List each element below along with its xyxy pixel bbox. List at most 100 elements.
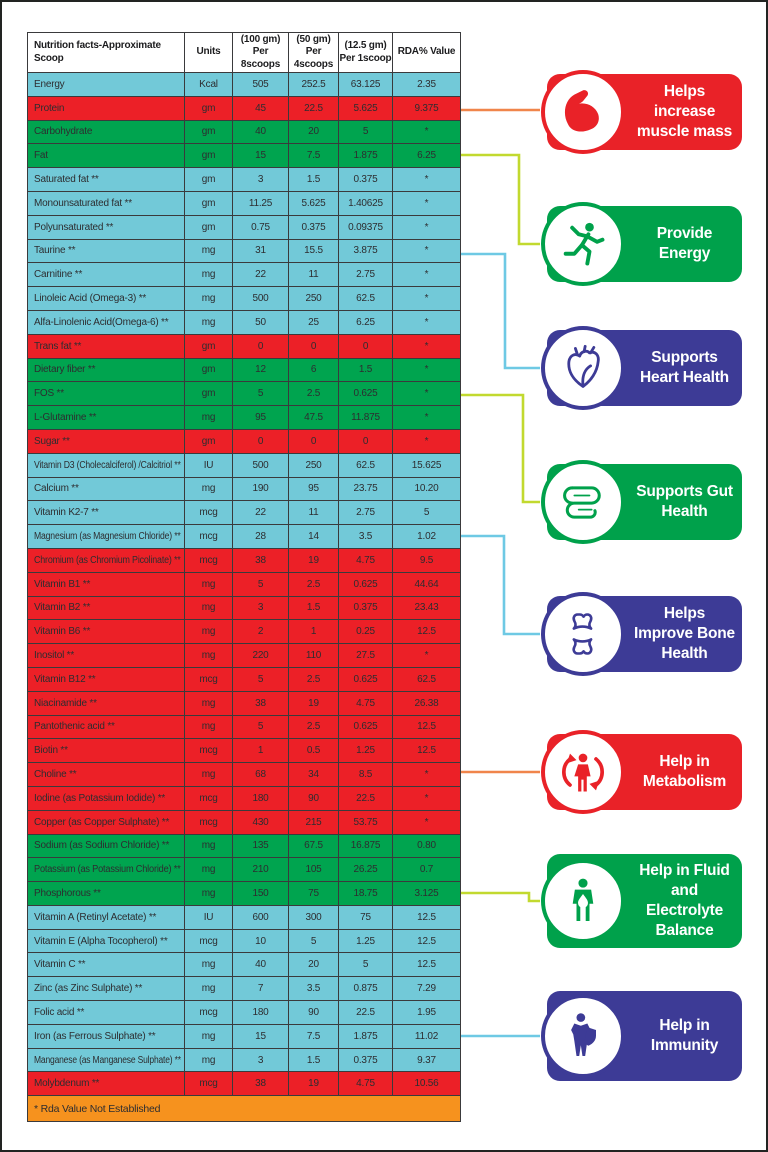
cell-v12: 1.875	[339, 144, 393, 168]
cell-rda: 12.5	[417, 959, 436, 971]
table-row: L-Glutamine ** mg 95 47.5 11.875 *	[28, 406, 460, 430]
cell-v100: 505	[233, 73, 289, 96]
cell-v12: 3.875	[339, 239, 393, 263]
table-row: Choline ** mg 68 34 8.5 *	[28, 763, 460, 787]
cell-rda: 23.43	[414, 602, 439, 614]
cell-v12: 4.75	[339, 1072, 393, 1096]
header-rda-value: RDA% Value	[397, 46, 456, 58]
table-row: Molybdenum ** mcg 38 19 4.75 10.56	[28, 1072, 460, 1097]
cell-name: FOS **	[28, 382, 185, 406]
table-row: Carnitine ** mg 22 11 2.75 *	[28, 263, 460, 288]
cell-v50: 11	[289, 501, 339, 525]
cell-unit: gm	[185, 168, 233, 191]
cell-v50: 15.5	[289, 239, 339, 263]
cell-v12: 0.375	[339, 1048, 393, 1072]
intestines-icon	[541, 460, 625, 544]
cell-name: Monounsaturated fat **	[28, 191, 185, 215]
cell-unit: mcg	[185, 667, 233, 691]
cell-unit: mcg	[185, 501, 233, 525]
cell-unit: Kcal	[185, 73, 233, 96]
cell-v100: 11.25	[233, 191, 289, 215]
table-row: Zinc (as Zinc Sulphate) ** mg 7 3.5 0.875 7.2…	[28, 977, 460, 1002]
cell-name: Dietary fiber **	[28, 358, 185, 382]
cell-v12: 0	[339, 429, 393, 453]
cell-v12: 1.5	[339, 358, 393, 382]
table-header-row: Nutrition facts-Approximate Scoop Units …	[28, 33, 460, 73]
cell-v50: 90	[289, 786, 339, 810]
cell-name: Vitamin B1 **	[28, 572, 185, 596]
cell-v50: 1.5	[289, 1048, 339, 1072]
table-row: Protein gm 45 22.5 5.625 9.375	[28, 96, 460, 121]
header-units: Units	[185, 33, 233, 72]
heart-icon	[541, 326, 625, 410]
runner-icon	[541, 202, 625, 286]
badge-label: Provide Energy	[656, 225, 713, 262]
cell-unit: mg	[185, 644, 233, 667]
table-row: Vitamin B12 ** mcg 5 2.5 0.625 62.5	[28, 667, 460, 692]
benefit-badge: Helps increase muscle mass	[541, 70, 742, 154]
metabolism-icon	[541, 730, 625, 814]
cell-name: Vitamin C **	[28, 953, 185, 977]
table-row: Iodine (as Potassium Iodide) ** mcg 180 90 2…	[28, 786, 460, 811]
cell-unit: mg	[185, 310, 233, 334]
cell-v100: 0	[233, 429, 289, 453]
cell-v50: 47.5	[289, 406, 339, 429]
cell-v50: 0.375	[289, 215, 339, 239]
cell-name: Folic acid **	[28, 1001, 185, 1024]
cell-v100: 190	[233, 477, 289, 501]
cell-v50: 11	[289, 263, 339, 287]
benefit-badge: Provide Energy	[541, 202, 742, 286]
cell-v50: 1.5	[289, 596, 339, 620]
cell-name: Niacinamide **	[28, 691, 185, 715]
table-row: Manganese (as Manganese Sulphate) ** mg 3 1…	[28, 1048, 460, 1073]
badge-label: Help in Metabolism	[642, 753, 727, 790]
cell-v12: 2.75	[339, 501, 393, 525]
table-row: Copper (as Copper Sulphate) ** mcg 430 215 5…	[28, 810, 460, 835]
table-row: Fat gm 15 7.5 1.875 6.25	[28, 144, 460, 169]
cell-v12: 0.625	[339, 667, 393, 691]
cell-v12: 0.375	[339, 168, 393, 191]
badge-label: Help in Fluid and Electrolyte Balance	[639, 862, 730, 939]
cell-name: Saturated fat **	[28, 168, 185, 191]
cell-name: Iron (as Ferrous Sulphate) **	[28, 1024, 185, 1048]
cell-name: Sugar **	[28, 429, 185, 453]
cell-v50: 2.5	[289, 572, 339, 596]
cell-name: Fat	[28, 144, 185, 168]
cell-rda: 12.5	[417, 911, 436, 923]
cell-name: Biotin **	[28, 739, 185, 763]
hydration-body-icon	[541, 859, 625, 943]
cell-rda: *	[424, 245, 429, 257]
cell-v12: 6.25	[339, 310, 393, 334]
table-row: Vitamin B1 ** mg 5 2.5 0.625 44.64	[28, 572, 460, 597]
nutrition-facts-table: Nutrition facts-Approximate Scoop Units …	[27, 32, 461, 1123]
cell-rda: 6.25	[417, 150, 436, 162]
cell-v100: 40	[233, 953, 289, 977]
cell-name: Manganese (as Manganese Sulphate) **	[28, 1048, 185, 1072]
table-row: Taurine ** mg 31 15.5 3.875 *	[28, 239, 460, 264]
table-row: Vitamin B6 ** mg 2 1 0.25 12.5	[28, 620, 460, 645]
cell-unit: mcg	[185, 739, 233, 763]
cell-v100: 31	[233, 239, 289, 263]
cell-unit: gm	[185, 382, 233, 406]
table-row: Folic acid ** mcg 180 90 22.5 1.95	[28, 1001, 460, 1025]
table-row: Sugar ** gm 0 0 0 *	[28, 429, 460, 454]
cell-v12: 2.75	[339, 263, 393, 287]
cell-unit: mg	[185, 263, 233, 287]
cell-rda: *	[424, 388, 429, 400]
cell-unit: mg	[185, 691, 233, 715]
cell-v12: 0.375	[339, 596, 393, 620]
cell-v50: 3.5	[289, 977, 339, 1001]
cell-name: Vitamin A (Retinyl Acetate) **	[28, 905, 185, 929]
cell-v50: 20	[289, 120, 339, 144]
table-row: Chromium (as Chromium Picolinate) ** mcg 3…	[28, 548, 460, 573]
immunity-shield-icon	[541, 994, 625, 1078]
badge-label: Helps increase muscle mass	[636, 83, 733, 140]
cell-v100: 150	[233, 882, 289, 905]
badge-label: Helps Improve Bone Health	[634, 605, 735, 662]
table-row: Alfa-Linolenic Acid(Omega-6) ** mg 50 25 6.2…	[28, 310, 460, 335]
cell-v12: 0.625	[339, 382, 393, 406]
cell-unit: mcg	[185, 548, 233, 572]
cell-unit: mg	[185, 953, 233, 977]
cell-v12: 0	[339, 334, 393, 358]
cell-v12: 5	[339, 120, 393, 144]
